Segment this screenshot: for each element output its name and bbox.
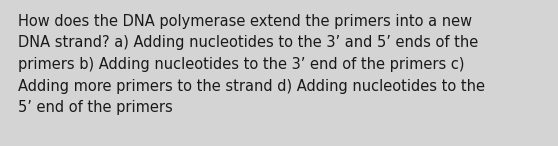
Text: Adding more primers to the strand d) Adding nucleotides to the: Adding more primers to the strand d) Add… xyxy=(18,79,485,93)
Text: primers b) Adding nucleotides to the 3’ end of the primers c): primers b) Adding nucleotides to the 3’ … xyxy=(18,57,464,72)
Text: How does the DNA polymerase extend the primers into a new: How does the DNA polymerase extend the p… xyxy=(18,14,472,29)
Text: DNA strand? a) Adding nucleotides to the 3’ and 5’ ends of the: DNA strand? a) Adding nucleotides to the… xyxy=(18,35,478,51)
Text: 5’ end of the primers: 5’ end of the primers xyxy=(18,100,173,115)
